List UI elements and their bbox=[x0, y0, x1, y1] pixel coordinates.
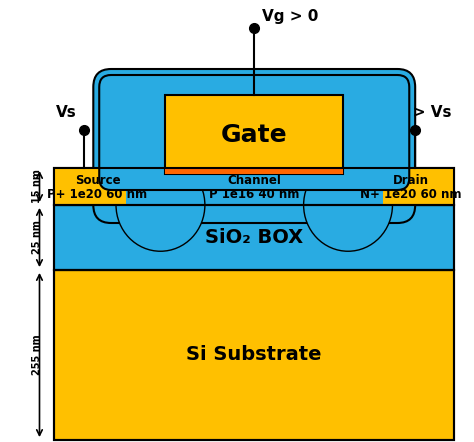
Text: 255 nm: 255 nm bbox=[32, 335, 42, 375]
Text: P+ 1e20 60 nm: P+ 1e20 60 nm bbox=[47, 188, 147, 201]
Text: Channel: Channel bbox=[228, 175, 281, 187]
Text: Si Substrate: Si Substrate bbox=[186, 346, 322, 365]
FancyBboxPatch shape bbox=[99, 75, 409, 190]
Bar bbox=[55, 270, 454, 440]
Text: 15 nm: 15 nm bbox=[32, 170, 42, 203]
Text: Drain: Drain bbox=[393, 175, 429, 187]
Bar bbox=[55, 205, 454, 270]
Bar bbox=[165, 168, 343, 174]
Bar bbox=[165, 168, 343, 174]
Bar bbox=[383, 168, 454, 205]
Text: N+ 1e20 60 nm: N+ 1e20 60 nm bbox=[360, 188, 462, 201]
Text: Gate: Gate bbox=[221, 122, 288, 146]
Bar bbox=[55, 168, 454, 205]
Bar bbox=[55, 168, 126, 205]
Bar bbox=[55, 168, 454, 205]
Bar bbox=[165, 95, 343, 174]
Text: SiO₂ BOX: SiO₂ BOX bbox=[205, 228, 303, 247]
Bar bbox=[55, 205, 454, 270]
Ellipse shape bbox=[116, 159, 205, 251]
Ellipse shape bbox=[304, 159, 392, 251]
Text: Vs: Vs bbox=[56, 105, 77, 120]
Bar bbox=[55, 270, 454, 440]
Text: Source: Source bbox=[75, 175, 120, 187]
FancyBboxPatch shape bbox=[93, 69, 415, 223]
Text: 25 nm: 25 nm bbox=[32, 221, 42, 255]
Bar bbox=[165, 95, 343, 174]
Text: P 1e16 40 nm: P 1e16 40 nm bbox=[209, 188, 300, 201]
Text: Vg > 0: Vg > 0 bbox=[262, 9, 319, 24]
Text: Vd > Vs: Vd > Vs bbox=[385, 105, 452, 120]
